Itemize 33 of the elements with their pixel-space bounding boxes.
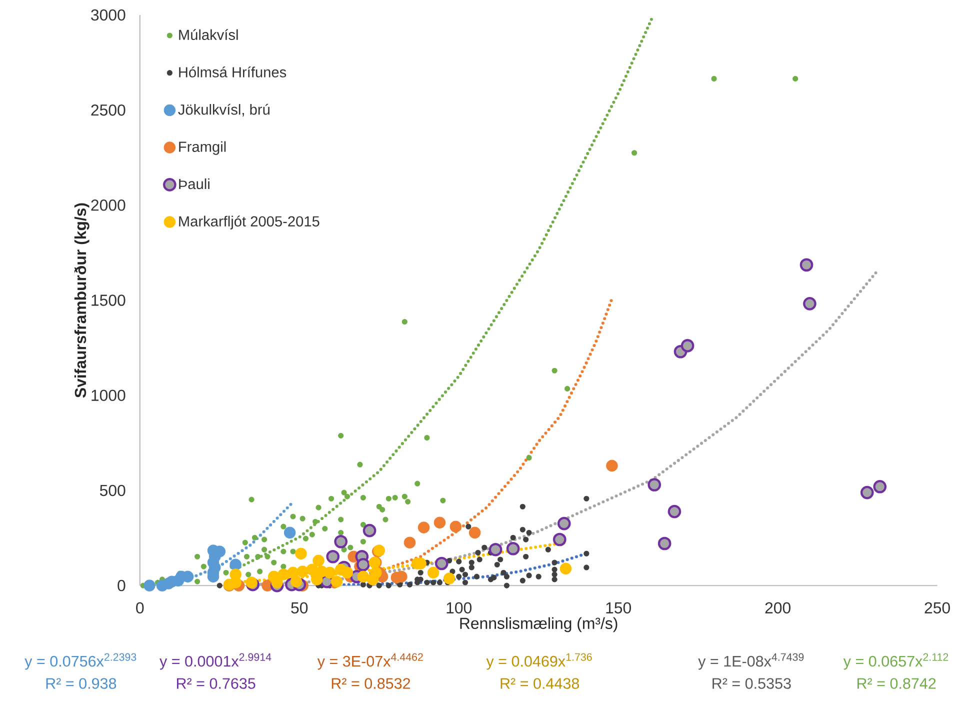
legend-label: Framgil <box>179 141 226 155</box>
x-axis-title: Rennslismæling (m³/s) <box>460 617 618 632</box>
legend-label: Múlakvísl <box>179 28 238 40</box>
text: R² = 0.8532 <box>332 678 410 689</box>
legend-label: Markarfljót 2005-2015 <box>179 215 320 230</box>
x-tick-label: 0 <box>136 602 144 614</box>
x-tick-label: 200 <box>765 602 790 614</box>
y-tick-label: 0 <box>118 580 126 591</box>
y-tick-label: 1000 <box>92 390 126 401</box>
text: y = 0.0469x$^{1.736}$ <box>486 653 592 670</box>
text: R² = 0.4438 <box>500 678 580 689</box>
legend-label: Hólmsá Hrífunes <box>179 66 286 78</box>
text: R² = 0.938 <box>46 678 116 689</box>
text: y = 1E-08x$^{4.7439}$ <box>698 653 804 670</box>
legend-label: Þauli <box>179 178 210 189</box>
text: R² = 0.5353 <box>712 678 791 689</box>
y-tick-label: 1500 <box>92 294 126 306</box>
y-axis-title: Svifaursframburður (kg/s) <box>74 203 90 398</box>
text: y = 3E-07x$^{4.4462}$ <box>317 653 423 670</box>
x-tick-label: 250 <box>924 602 950 614</box>
text: y = 0.0001x$^{2.9914}$ <box>160 653 272 670</box>
legend-label: Jökulkvísl, brú <box>178 104 270 116</box>
y-tick-label: 2000 <box>91 199 126 211</box>
y-tick-label: 3000 <box>91 9 126 20</box>
x-tick-label: 50 <box>291 602 308 614</box>
y-tick-label: 500 <box>100 484 126 496</box>
x-tick-label: 100 <box>446 602 472 614</box>
text: y = 0.0657x$^{2.112}$ <box>843 653 948 670</box>
y-tick-label: 2500 <box>91 104 126 116</box>
text: R² = 0.8742 <box>857 678 936 689</box>
text: R² = 0.7635 <box>177 678 256 689</box>
text: y = 0.0756x$^{2.2393}$ <box>24 653 136 670</box>
x-tick-label: 150 <box>606 602 632 614</box>
